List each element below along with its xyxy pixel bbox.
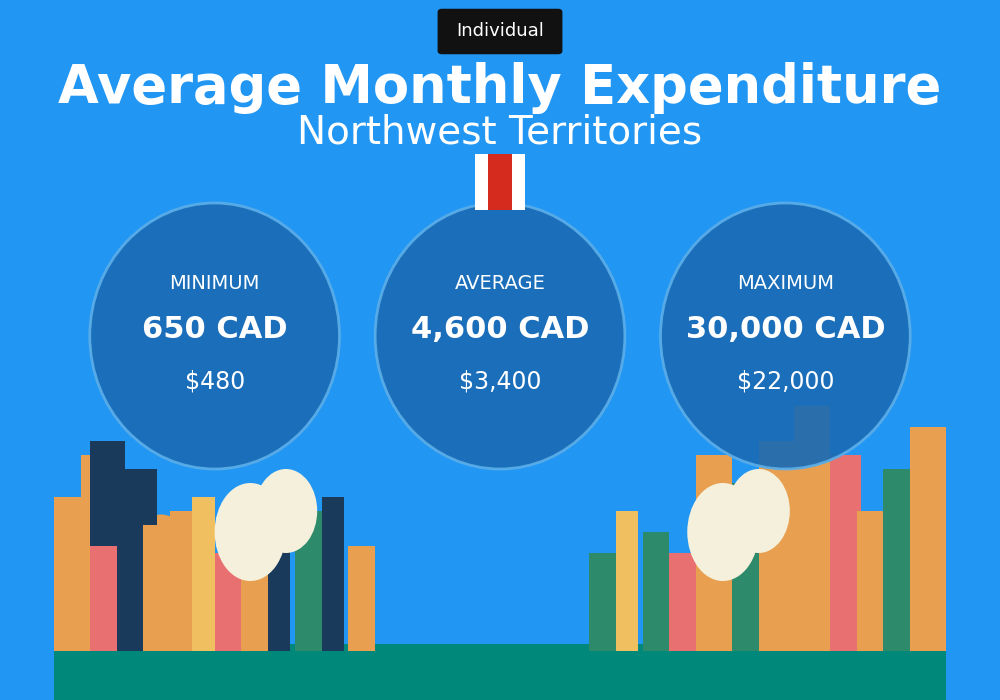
Text: $480: $480 bbox=[185, 370, 245, 393]
Ellipse shape bbox=[727, 469, 790, 553]
Bar bbox=[81, 455, 125, 651]
Bar bbox=[589, 553, 616, 651]
Ellipse shape bbox=[215, 483, 286, 581]
Bar bbox=[616, 511, 638, 651]
Bar bbox=[488, 154, 512, 210]
Text: MINIMUM: MINIMUM bbox=[169, 274, 260, 293]
Bar bbox=[322, 497, 344, 651]
Bar bbox=[143, 525, 179, 651]
Text: ❀: ❀ bbox=[491, 171, 509, 190]
Text: $3,400: $3,400 bbox=[459, 370, 541, 393]
Bar bbox=[90, 546, 117, 651]
Text: Northwest Territories: Northwest Territories bbox=[297, 114, 703, 152]
Bar bbox=[512, 154, 525, 210]
Bar bbox=[117, 469, 157, 651]
Text: $22,000: $22,000 bbox=[737, 370, 834, 393]
Bar bbox=[54, 497, 90, 651]
Ellipse shape bbox=[255, 469, 317, 553]
FancyBboxPatch shape bbox=[438, 8, 562, 55]
Bar bbox=[170, 511, 197, 651]
Bar bbox=[295, 511, 322, 651]
Ellipse shape bbox=[661, 203, 910, 469]
Text: AVERAGE: AVERAGE bbox=[455, 274, 545, 293]
Text: 4,600 CAD: 4,600 CAD bbox=[411, 314, 589, 344]
Bar bbox=[643, 532, 669, 651]
Text: Individual: Individual bbox=[456, 22, 544, 41]
Ellipse shape bbox=[687, 483, 759, 581]
Ellipse shape bbox=[375, 203, 625, 469]
Bar bbox=[794, 406, 830, 651]
Bar bbox=[348, 546, 375, 651]
Bar bbox=[54, 644, 946, 700]
Bar bbox=[90, 441, 125, 651]
Bar bbox=[192, 497, 215, 651]
Ellipse shape bbox=[723, 514, 776, 578]
Bar bbox=[241, 525, 273, 651]
Bar bbox=[732, 483, 759, 651]
Text: MAXIMUM: MAXIMUM bbox=[737, 274, 834, 293]
Bar bbox=[830, 455, 861, 651]
Bar bbox=[759, 441, 794, 651]
Bar bbox=[215, 553, 241, 651]
Ellipse shape bbox=[134, 514, 188, 578]
Text: 650 CAD: 650 CAD bbox=[142, 314, 287, 344]
Bar bbox=[268, 539, 290, 651]
Bar bbox=[857, 511, 892, 651]
Bar bbox=[696, 455, 732, 651]
Ellipse shape bbox=[90, 203, 339, 469]
Bar bbox=[910, 427, 946, 651]
Bar bbox=[669, 553, 696, 651]
Bar bbox=[883, 469, 910, 651]
Text: 30,000 CAD: 30,000 CAD bbox=[686, 314, 885, 344]
Text: Average Monthly Expenditure: Average Monthly Expenditure bbox=[58, 62, 942, 113]
Bar bbox=[475, 154, 488, 210]
